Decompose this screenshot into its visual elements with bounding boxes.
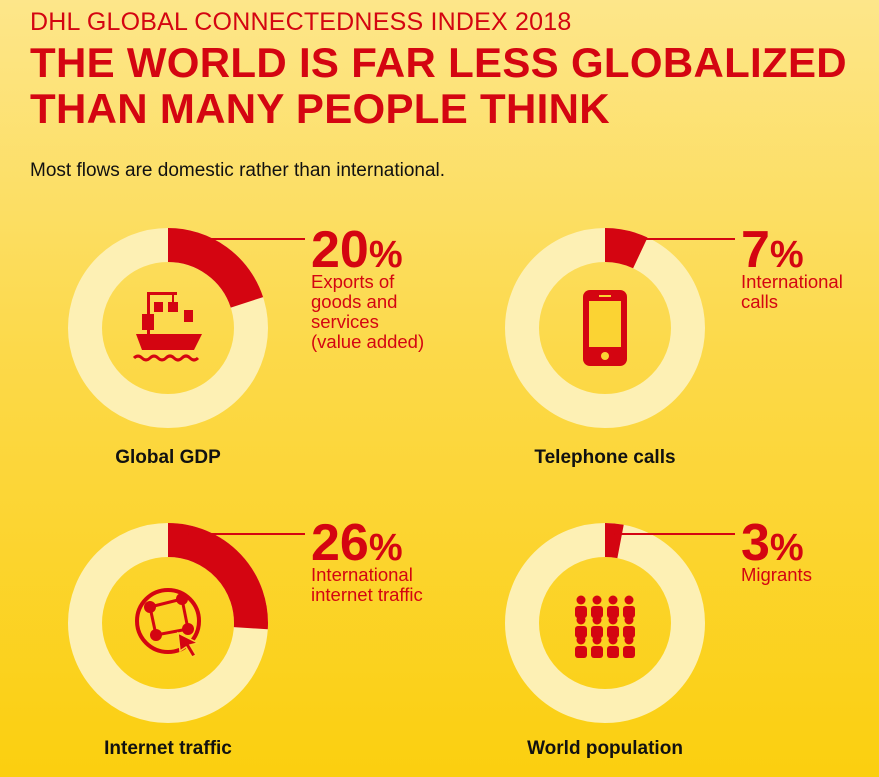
donut-title-global-gdp: Global GDP xyxy=(115,447,221,468)
person-body xyxy=(623,626,635,638)
description-internet-traffic: International internet traffic xyxy=(311,564,423,605)
globe-network-cursor-icon xyxy=(135,588,201,658)
people-crowd-icon xyxy=(575,595,635,658)
person-head xyxy=(608,615,618,625)
person-head xyxy=(592,635,602,645)
description-world-population: Migrants xyxy=(741,564,812,585)
person-body xyxy=(591,626,603,638)
donut-world-population xyxy=(505,523,735,723)
person-body xyxy=(591,646,603,658)
percent-label-world-population: 3% xyxy=(741,514,804,572)
headline-line-2: THAN MANY PEOPLE THINK xyxy=(30,85,610,132)
person-head xyxy=(576,615,586,625)
donut-internet-traffic xyxy=(68,523,305,723)
person-head xyxy=(592,595,602,605)
person-head xyxy=(608,595,618,605)
person-body xyxy=(607,606,619,618)
person-body xyxy=(623,646,635,658)
person-body xyxy=(575,646,587,658)
ring-background xyxy=(505,523,705,723)
person-head xyxy=(624,595,634,605)
description-telephone-calls: International calls xyxy=(741,271,843,312)
percent-label-internet-traffic: 26% xyxy=(311,514,403,572)
person-body xyxy=(591,606,603,618)
person-head xyxy=(624,615,634,625)
kicker-title: DHL GLOBAL CONNECTEDNESS INDEX 2018 xyxy=(30,8,572,36)
subtitle: Most flows are domestic rather than inte… xyxy=(30,160,446,181)
person-body xyxy=(575,606,587,618)
smartphone-icon xyxy=(583,290,627,366)
donut-telephone-calls xyxy=(505,228,735,428)
description-global-gdp: Exports of goods and services (value add… xyxy=(311,271,425,352)
ring-segment xyxy=(604,228,648,269)
percent-label-telephone-calls: 7% xyxy=(741,221,804,279)
person-body xyxy=(607,646,619,658)
person-body xyxy=(607,626,619,638)
headline-line-1: THE WORLD IS FAR LESS GLOBALIZED xyxy=(30,39,847,86)
person-body xyxy=(623,606,635,618)
ring-segment xyxy=(167,228,264,309)
person-head xyxy=(576,595,586,605)
ring-segment xyxy=(167,523,268,630)
person-body xyxy=(575,626,587,638)
person-head xyxy=(608,635,618,645)
donut-title-world-population: World population xyxy=(527,738,683,759)
ring-segment xyxy=(604,523,624,559)
percent-label-global-gdp: 20% xyxy=(311,221,403,279)
donut-title-internet-traffic: Internet traffic xyxy=(104,738,232,759)
donut-global-gdp xyxy=(68,228,305,428)
headline: THE WORLD IS FAR LESS GLOBALIZED THAN MA… xyxy=(30,40,870,132)
person-head xyxy=(576,635,586,645)
person-head xyxy=(624,635,634,645)
donut-title-telephone-calls: Telephone calls xyxy=(534,447,676,468)
person-head xyxy=(592,615,602,625)
cargo-ship-icon xyxy=(132,292,202,362)
